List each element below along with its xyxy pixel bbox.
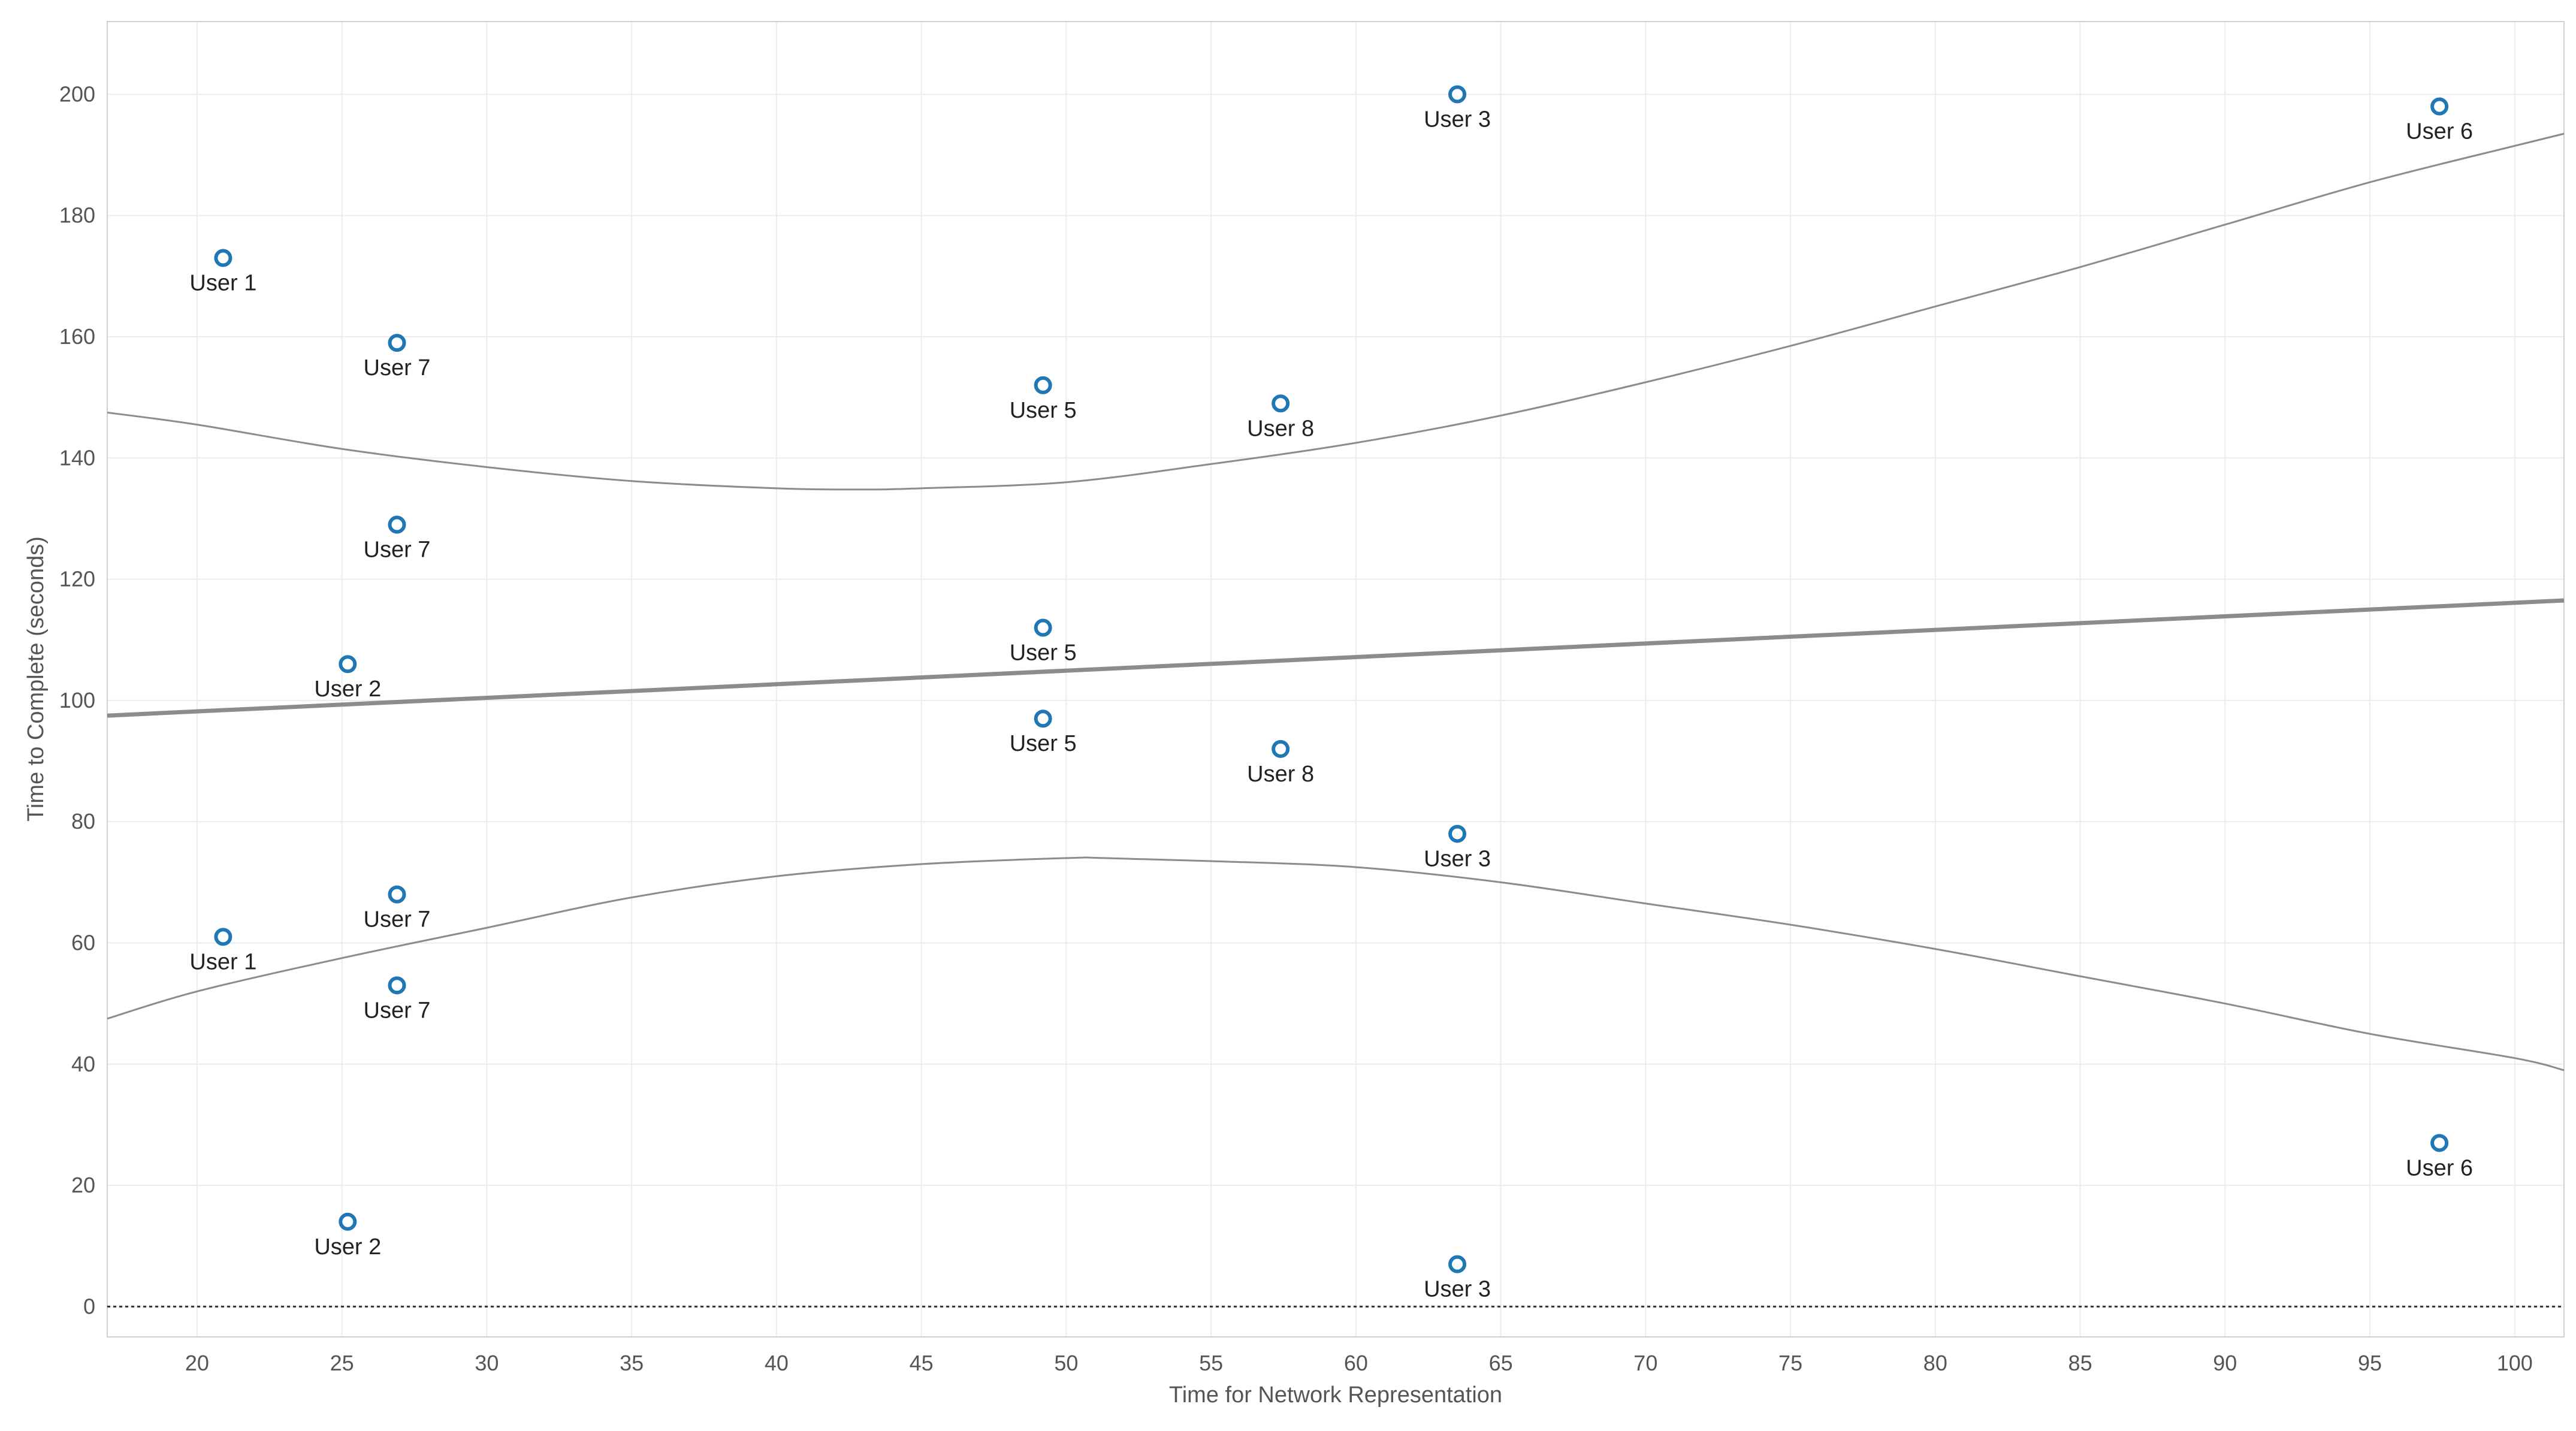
point-label: User 1 bbox=[189, 270, 256, 295]
data-points: User 1 User 7 User 7 User 2 User 7 User 1 User… bbox=[189, 85, 2473, 1302]
point-label: User 7 bbox=[364, 998, 431, 1023]
x-tick-label: 40 bbox=[765, 1351, 789, 1375]
plot-area-frame bbox=[107, 21, 2565, 1338]
point-label: User 7 bbox=[364, 355, 431, 381]
point-marker bbox=[388, 885, 406, 904]
x-tick-label: 90 bbox=[2213, 1351, 2237, 1375]
y-tick-label: 80 bbox=[71, 809, 95, 834]
point-label: User 6 bbox=[2406, 1155, 2473, 1181]
y-tick-label: 20 bbox=[71, 1173, 95, 1197]
data-point: User 6 bbox=[2406, 97, 2473, 144]
y-tick-label: 160 bbox=[59, 324, 95, 349]
data-point: User 3 bbox=[1424, 1255, 1491, 1302]
point-label: User 7 bbox=[364, 907, 431, 932]
x-tick-label: 100 bbox=[2497, 1351, 2533, 1375]
data-point: User 2 bbox=[314, 1212, 381, 1260]
data-point: User 5 bbox=[1010, 710, 1077, 756]
data-point: User 7 bbox=[364, 334, 431, 381]
data-point: User 7 bbox=[364, 885, 431, 932]
x-tick-label: 60 bbox=[1344, 1351, 1368, 1375]
data-point: User 1 bbox=[189, 928, 256, 974]
point-marker bbox=[388, 334, 406, 352]
y-axis-ticks: 0 20 40 60 80 100 120 140 160 180 200 bbox=[59, 81, 95, 1318]
data-point: User 5 bbox=[1010, 618, 1077, 666]
point-label: User 6 bbox=[2406, 119, 2473, 144]
y-tick-label: 0 bbox=[83, 1294, 95, 1318]
point-marker bbox=[1272, 394, 1290, 413]
x-tick-label: 20 bbox=[185, 1351, 209, 1375]
x-tick-label: 80 bbox=[1923, 1351, 1947, 1375]
point-marker bbox=[1034, 710, 1052, 728]
data-point: User 8 bbox=[1247, 394, 1314, 441]
point-label: User 1 bbox=[189, 949, 256, 974]
y-tick-label: 120 bbox=[59, 567, 95, 591]
data-point: User 7 bbox=[364, 515, 431, 563]
point-label: User 2 bbox=[314, 1234, 381, 1260]
confidence-band-upper bbox=[107, 132, 2565, 491]
trend-line-group bbox=[107, 598, 2565, 718]
point-marker bbox=[214, 249, 232, 267]
point-label: User 5 bbox=[1010, 398, 1077, 423]
x-axis-title: Time for Network Representation bbox=[1169, 1382, 1502, 1408]
point-label: User 5 bbox=[1010, 641, 1077, 666]
x-axis-ticks: 20 25 30 35 40 45 50 55 60 65 70 75 80 85 90 95 100 bbox=[185, 1351, 2533, 1375]
x-tick-label: 35 bbox=[620, 1351, 644, 1375]
point-marker bbox=[339, 1212, 357, 1231]
point-marker bbox=[1272, 739, 1290, 758]
y-tick-label: 60 bbox=[71, 931, 95, 955]
x-tick-label: 30 bbox=[475, 1351, 499, 1375]
x-tick-label: 65 bbox=[1489, 1351, 1513, 1375]
x-tick-label: 75 bbox=[1778, 1351, 1802, 1375]
point-marker bbox=[1448, 825, 1467, 843]
x-tick-label: 45 bbox=[910, 1351, 934, 1375]
point-label: User 3 bbox=[1424, 107, 1491, 132]
y-tick-label: 200 bbox=[59, 81, 95, 106]
point-label: User 7 bbox=[364, 538, 431, 563]
point-marker bbox=[2430, 97, 2449, 116]
grid bbox=[107, 22, 2564, 1337]
point-marker bbox=[1034, 376, 1052, 394]
data-point: User 6 bbox=[2406, 1134, 2473, 1181]
x-tick-label: 55 bbox=[1199, 1351, 1223, 1375]
y-axis-title: Time to Complete (seconds) bbox=[23, 536, 49, 822]
x-tick-label: 95 bbox=[2358, 1351, 2382, 1375]
x-tick-label: 85 bbox=[2068, 1351, 2092, 1375]
x-tick-label: 50 bbox=[1054, 1351, 1078, 1375]
point-label: User 2 bbox=[314, 677, 381, 702]
point-marker bbox=[1448, 85, 1467, 104]
point-marker bbox=[1448, 1255, 1467, 1273]
data-point: User 5 bbox=[1010, 376, 1077, 423]
point-marker bbox=[2430, 1134, 2449, 1152]
y-tick-label: 180 bbox=[59, 203, 95, 228]
point-marker bbox=[339, 655, 357, 674]
data-point: User 3 bbox=[1424, 825, 1491, 871]
x-tick-label: 25 bbox=[330, 1351, 354, 1375]
point-label: User 3 bbox=[1424, 1277, 1491, 1302]
point-label: User 8 bbox=[1247, 416, 1314, 441]
confidence-band bbox=[107, 132, 2565, 1071]
point-marker bbox=[1034, 618, 1052, 637]
point-marker bbox=[388, 515, 406, 534]
x-tick-label: 70 bbox=[1633, 1351, 1657, 1375]
confidence-band-lower bbox=[107, 856, 2565, 1071]
point-label: User 3 bbox=[1424, 846, 1491, 871]
data-point: User 7 bbox=[364, 976, 431, 1023]
point-marker bbox=[214, 928, 232, 946]
y-tick-label: 140 bbox=[59, 445, 95, 470]
trend-line bbox=[107, 598, 2565, 718]
point-label: User 8 bbox=[1247, 762, 1314, 787]
point-label: User 5 bbox=[1010, 731, 1077, 756]
point-marker bbox=[388, 976, 406, 995]
data-point: User 3 bbox=[1424, 85, 1491, 132]
data-point: User 2 bbox=[314, 655, 381, 702]
data-point: User 1 bbox=[189, 249, 256, 295]
y-tick-label: 40 bbox=[71, 1052, 95, 1076]
y-tick-label: 100 bbox=[59, 688, 95, 713]
data-point: User 8 bbox=[1247, 739, 1314, 787]
